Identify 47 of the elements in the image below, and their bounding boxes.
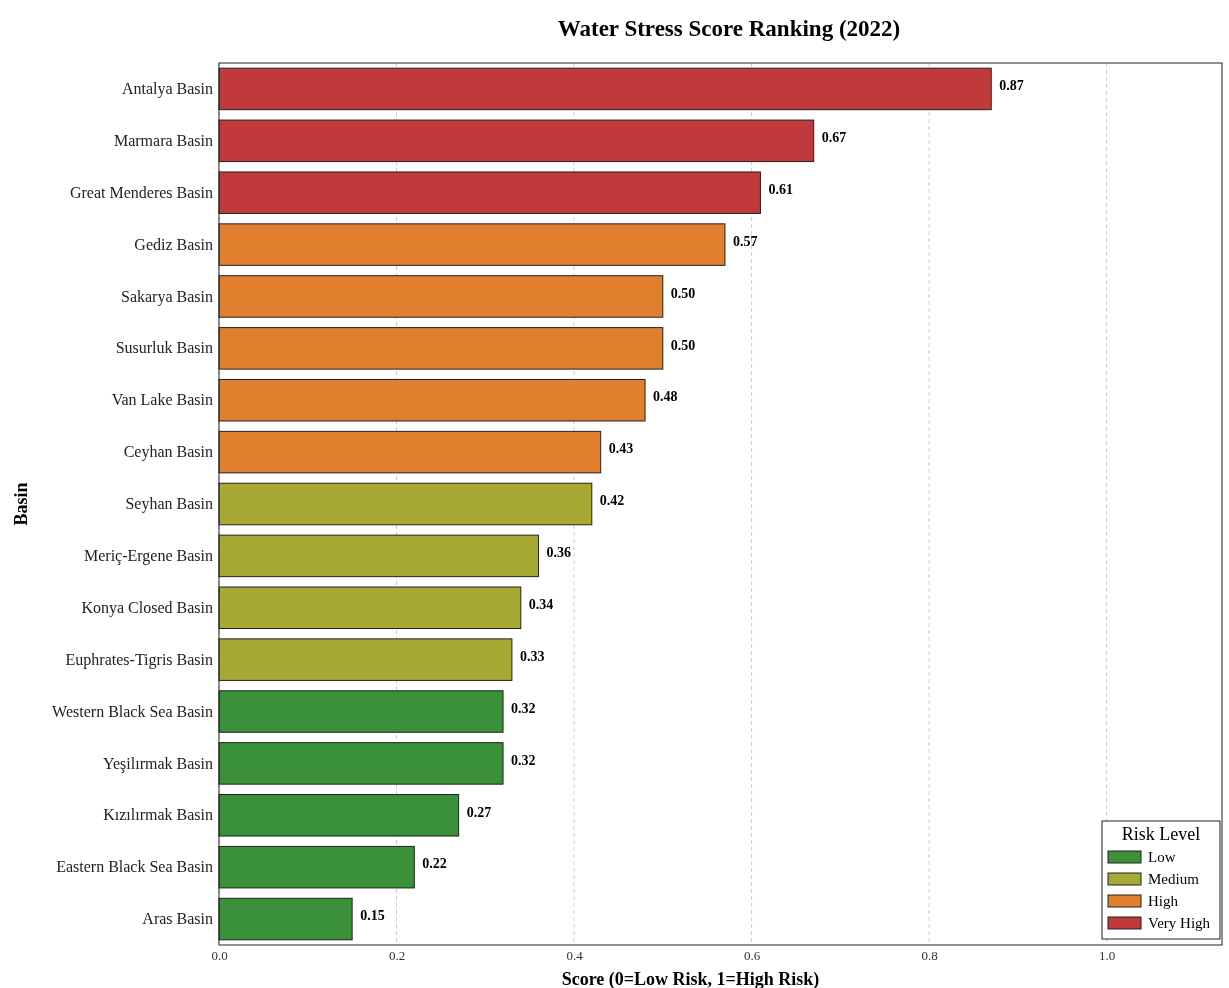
legend-label: High (1148, 893, 1179, 909)
data-label: 0.33 (519, 648, 545, 664)
y-tick-label: Sakarya Basin (121, 287, 213, 306)
data-label: 0.27 (466, 804, 492, 820)
x-tick-label: 0.0 (211, 948, 228, 964)
data-label: 0.42 (599, 493, 625, 509)
y-tick-label: Meriç-Ergene Basin (84, 547, 213, 565)
data-label: 0.50 (670, 285, 696, 301)
y-tick-label: Kızılırmak Basin (103, 806, 213, 824)
legend-label: Medium (1148, 871, 1200, 887)
y-tick-label: Van Lake Basin (111, 391, 213, 409)
data-label: 0.48 (653, 389, 678, 405)
data-label: 0.36 (546, 545, 572, 561)
x-tick-label: 0.2 (388, 948, 406, 964)
y-tick-label: Yeşilırmak Basin (103, 754, 213, 773)
y-tick-label: Ceyhan Basin (123, 443, 213, 462)
legend-label: Very High (1148, 915, 1211, 931)
x-tick-label: 0.8 (921, 948, 938, 964)
data-label: 0.15 (360, 908, 385, 924)
x-tick-label: 0.6 (743, 948, 761, 964)
legend-title: Risk Level (1121, 824, 1201, 844)
chart-title: Water Stress Score Ranking (2022) (557, 16, 901, 41)
y-tick-label: Konya Closed Basin (81, 598, 213, 617)
y-tick-label: Gediz Basin (134, 235, 213, 253)
data-label: 0.61 (768, 181, 793, 197)
y-tick-label: Seyhan Basin (125, 495, 213, 514)
x-tick-label: 0.4 (566, 948, 584, 964)
y-tick-label: Eastern Black Sea Basin (56, 858, 213, 876)
data-label: 0.32 (511, 752, 536, 768)
data-label: 0.34 (528, 596, 554, 612)
y-axis-title: Basin (11, 482, 31, 526)
data-label: 0.57 (732, 233, 758, 249)
y-tick-label: Antalya Basin (121, 80, 213, 99)
data-label: 0.32 (511, 700, 536, 716)
data-label: 0.50 (670, 337, 696, 353)
y-tick-label: Marmara Basin (113, 131, 213, 149)
y-tick-label: Euphrates-Tigris Basin (65, 650, 213, 669)
y-tick-label: Susurluk Basin (115, 339, 213, 357)
data-label: 0.67 (821, 130, 847, 146)
y-tick-label: Great Menderes Basin (69, 183, 213, 201)
data-label: 0.22 (422, 856, 447, 872)
legend-label: Low (1148, 849, 1176, 865)
y-tick-label: Western Black Sea Basin (52, 702, 213, 720)
x-tick-label: 1.0 (1098, 948, 1116, 964)
y-tick-label: Aras Basin (142, 910, 213, 928)
data-label: 0.87 (999, 78, 1024, 94)
data-label: 0.43 (608, 441, 634, 457)
